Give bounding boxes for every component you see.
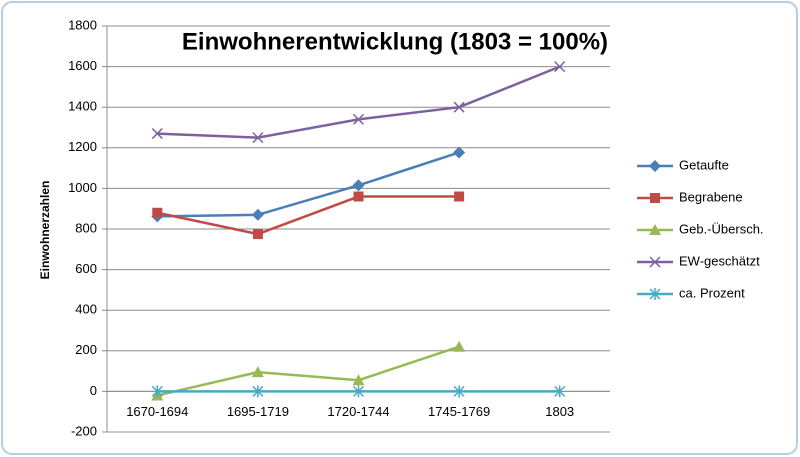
y-tick-label: 1000: [68, 180, 97, 195]
y-tick-label: 200: [75, 342, 97, 357]
y-tick-label: -200: [71, 423, 97, 438]
y-axis-label: Einwohnerzahlen: [38, 181, 52, 280]
y-tick-label: 400: [75, 302, 97, 317]
x-tick-label: 1695-1719: [227, 404, 289, 419]
y-tick-label: 1200: [68, 139, 97, 154]
y-tick-label: 800: [75, 220, 97, 235]
marker: [252, 229, 263, 240]
marker: [453, 385, 465, 398]
series-line: [157, 345, 460, 397]
marker: [352, 374, 365, 386]
y-tick-label: 600: [75, 261, 97, 276]
legend-marker: [649, 160, 661, 172]
legend-label: Getaufte: [679, 157, 729, 172]
legend-marker: [649, 256, 661, 268]
y-tick-label: 1600: [68, 58, 97, 73]
marker: [352, 113, 365, 125]
chart-title: Einwohnerentwicklung (1803 = 100%): [182, 28, 608, 55]
x-tick-label: 1720-1744: [327, 404, 389, 419]
marker: [252, 385, 264, 398]
marker: [251, 208, 264, 221]
series-line: [157, 151, 460, 218]
marker: [454, 191, 465, 202]
marker: [554, 61, 566, 73]
legend-label: EW-geschätzt: [679, 253, 760, 268]
x-tick-label: 1670-1694: [126, 404, 188, 419]
legend-label: Geb.-Übersch.: [679, 221, 764, 236]
series-line: [157, 195, 460, 236]
legend-marker: [650, 193, 660, 203]
y-tick-label: 1800: [68, 17, 97, 32]
marker: [151, 385, 163, 398]
marker: [353, 191, 364, 202]
marker: [252, 132, 264, 144]
marker: [554, 385, 566, 398]
y-tick-label: 1400: [68, 99, 97, 114]
y-tick-label: 0: [90, 383, 97, 398]
legend-label: Begrabene: [679, 189, 743, 204]
marker: [352, 385, 365, 398]
legend-marker: [649, 224, 661, 235]
marker: [251, 366, 264, 378]
x-tick-label: 1745-1769: [428, 404, 490, 419]
legend-label: ca. Prozent: [679, 285, 745, 300]
marker: [151, 128, 163, 140]
x-tick-label: 1803: [545, 404, 574, 419]
marker: [152, 207, 163, 218]
marker: [352, 179, 365, 192]
marker: [453, 101, 465, 113]
legend-marker: [649, 288, 661, 300]
marker: [453, 340, 466, 352]
marker: [453, 146, 466, 159]
